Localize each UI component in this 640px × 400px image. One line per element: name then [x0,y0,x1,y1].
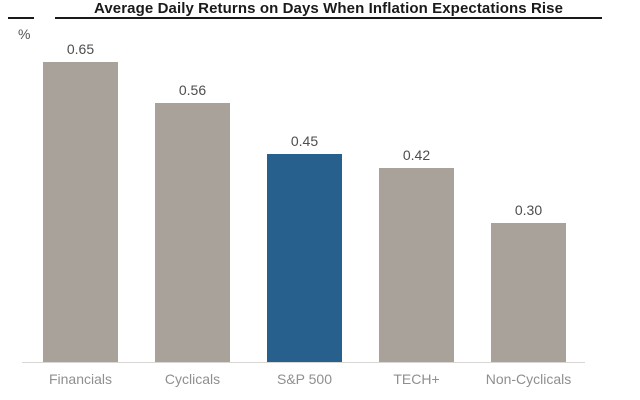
y-axis-unit-label: % [18,26,31,42]
y-axis-stub-line [8,17,34,19]
bar-group-tech: 0.42 TECH+ [361,147,473,387]
category-label-non-cyclicals: Non-Cyclicals [485,371,572,387]
bar-tech [379,168,454,362]
bar-value-label: 0.45 [290,133,319,149]
category-label-tech: TECH+ [393,371,440,387]
bar-s-p-500 [267,154,342,362]
chart-title: Average Daily Returns on Days When Infla… [55,0,602,19]
bar-group-financials: 0.65 Financials [25,41,137,387]
bar-value-label: 0.30 [514,202,543,218]
bar-non-cyclicals [491,223,566,362]
category-label-cyclicals: Cyclicals [164,371,221,387]
bar-group-cyclicals: 0.56 Cyclicals [137,82,249,387]
bar-value-label: 0.65 [66,41,95,57]
bar-value-label: 0.56 [178,82,207,98]
bar-group-s-p-500: 0.45 S&P 500 [249,133,361,387]
category-label-financials: Financials [48,371,113,387]
bar-value-label: 0.42 [402,147,431,163]
bar-cyclicals [155,103,230,362]
x-axis-line [22,362,585,363]
category-label-s-p-500: S&P 500 [276,371,332,387]
bar-group-non-cyclicals: 0.30 Non-Cyclicals [473,202,585,388]
bar-financials [43,62,118,362]
